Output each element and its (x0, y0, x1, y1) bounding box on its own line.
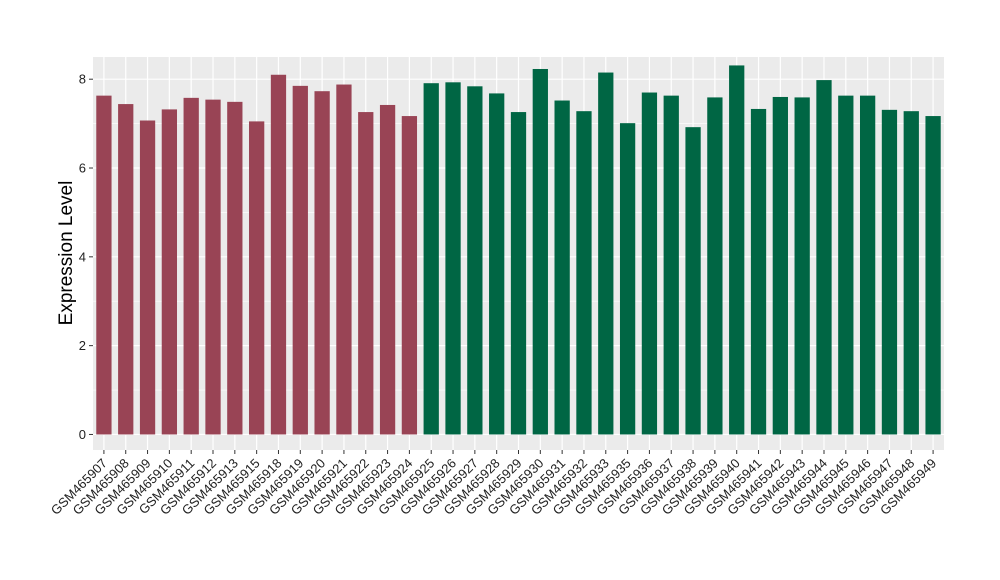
bar-GSM465928 (489, 93, 505, 435)
bar-GSM465927 (467, 86, 483, 435)
y-tick-label: 6 (79, 161, 86, 176)
bar-GSM465945 (838, 95, 854, 435)
y-tick-label: 0 (79, 427, 86, 442)
bar-GSM465908 (118, 104, 134, 435)
bar-GSM465910 (161, 109, 178, 435)
bar-GSM465921 (336, 84, 352, 435)
bar-GSM465944 (816, 80, 832, 435)
bars (96, 65, 941, 435)
bar-GSM465930 (532, 68, 548, 435)
bar-GSM465932 (576, 111, 592, 435)
bar-GSM465933 (598, 72, 614, 435)
bar-GSM465929 (510, 112, 527, 435)
bar-GSM465924 (401, 116, 418, 435)
bar-GSM465925 (423, 83, 439, 435)
y-tick-label: 2 (79, 338, 86, 353)
bar-GSM465935 (619, 123, 636, 435)
bar-GSM465940 (729, 65, 745, 435)
bar-GSM465915 (249, 121, 265, 435)
bar-GSM465946 (859, 95, 876, 435)
x-axis: GSM465907GSM465908GSM465909GSM465910GSM4… (48, 450, 939, 518)
y-axis: 0 2 4 6 8 (79, 72, 93, 442)
bar-GSM465909 (139, 120, 156, 435)
bar-GSM465931 (554, 100, 570, 435)
bar-GSM465948 (903, 111, 919, 435)
bar-GSM465920 (314, 91, 330, 435)
bar-GSM465936 (641, 92, 658, 435)
bar-GSM465926 (445, 82, 461, 435)
bar-GSM465941 (750, 108, 767, 435)
bar-GSM465947 (881, 109, 898, 435)
bar-GSM465919 (292, 85, 308, 435)
bar-GSM465937 (663, 95, 679, 435)
bar-GSM465949 (925, 116, 941, 435)
y-tick-label: 4 (79, 249, 86, 264)
y-tick-label: 8 (79, 72, 86, 87)
bar-GSM465911 (183, 97, 199, 435)
bar-GSM465922 (358, 112, 374, 435)
bar-GSM465923 (379, 104, 396, 435)
bar-GSM465939 (707, 97, 723, 435)
y-axis-title: Expression Level (56, 181, 77, 326)
bar-GSM465943 (794, 97, 810, 435)
bar-GSM465918 (270, 74, 287, 435)
bar-GSM465913 (227, 101, 243, 435)
bar-GSM465942 (772, 96, 788, 435)
bar-GSM465938 (685, 127, 701, 435)
bar-GSM465907 (96, 95, 112, 435)
bar-GSM465912 (205, 99, 221, 435)
